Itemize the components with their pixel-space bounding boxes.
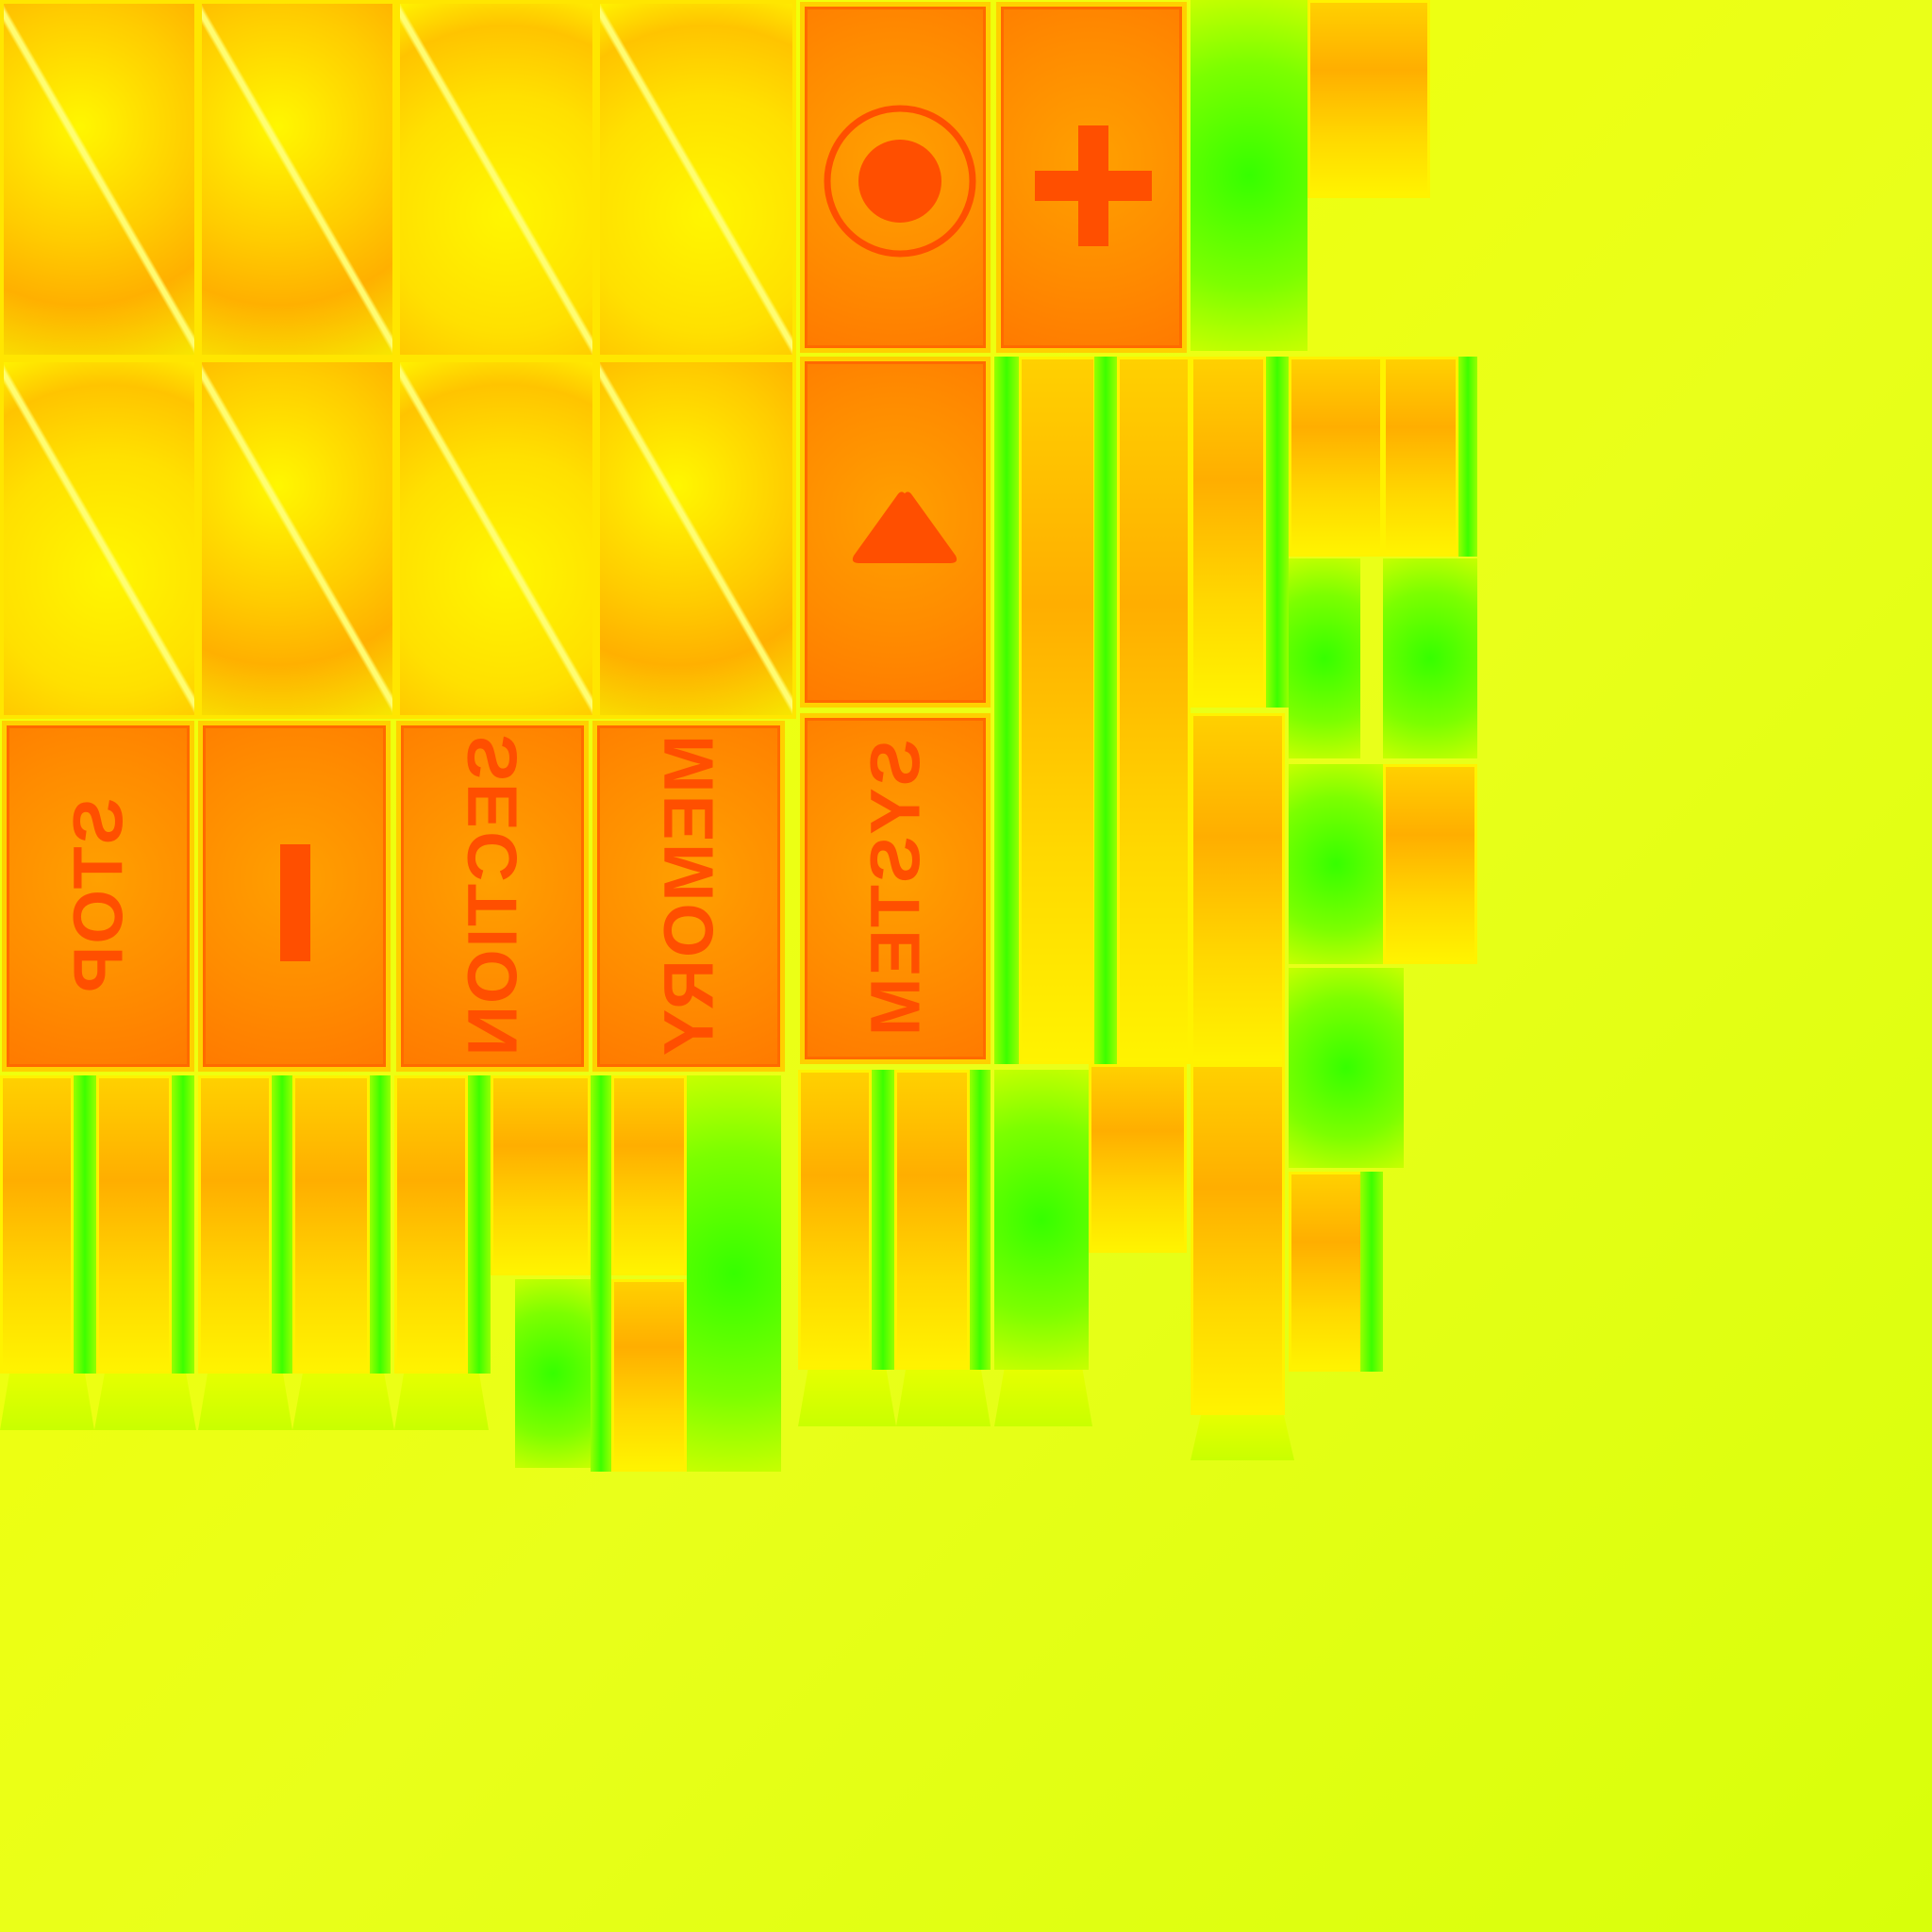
minus-icon xyxy=(280,844,310,961)
green-panel xyxy=(1191,0,1307,351)
texture-strip xyxy=(292,1075,370,1374)
plus-icon xyxy=(1035,125,1152,246)
texture-strip xyxy=(798,1070,872,1370)
system-button[interactable]: SYSTEM xyxy=(800,713,991,1064)
texture-tile xyxy=(198,358,396,719)
texture-fringe xyxy=(896,1370,991,1426)
texture-tile xyxy=(396,0,596,358)
section-label: SECTION xyxy=(453,734,532,1058)
green-strip xyxy=(1360,1172,1383,1372)
texture-strip xyxy=(1191,713,1285,1064)
green-strip xyxy=(1094,357,1117,1064)
texture-fringe xyxy=(394,1374,489,1430)
green-strip xyxy=(74,1075,96,1374)
texture-fringe xyxy=(994,1370,1092,1426)
texture-strip xyxy=(1117,357,1191,1064)
green-strip xyxy=(970,1070,991,1370)
texture-fringe xyxy=(798,1370,896,1426)
green-panel xyxy=(1289,968,1404,1168)
texture-strip xyxy=(96,1075,172,1374)
green-strip xyxy=(1458,357,1477,557)
green-strip xyxy=(272,1075,292,1374)
texture-strip xyxy=(1383,357,1458,557)
green-strip xyxy=(591,1075,611,1472)
texture-tile xyxy=(0,358,198,719)
memory-label: MEMORY xyxy=(649,734,728,1058)
texture-fringe xyxy=(292,1374,394,1430)
texture-strip xyxy=(1289,1172,1364,1372)
green-strip xyxy=(872,1070,894,1370)
green-strip xyxy=(1266,357,1289,708)
green-panel xyxy=(687,1075,781,1472)
texture-fringe xyxy=(1191,1415,1294,1460)
stop-label: STOP xyxy=(58,797,138,995)
green-strip xyxy=(172,1075,194,1374)
triangle-icon xyxy=(852,491,958,563)
texture-fringe xyxy=(0,1374,94,1430)
section-button[interactable]: SECTION xyxy=(396,721,589,1072)
texture-tile xyxy=(596,358,796,719)
minus-button[interactable] xyxy=(198,721,391,1072)
texture-strip xyxy=(894,1070,970,1370)
texture-strip xyxy=(1191,1064,1285,1415)
texture-fringe xyxy=(198,1374,292,1430)
green-strip xyxy=(370,1075,391,1374)
texture-strip xyxy=(1089,1064,1187,1253)
green-panel xyxy=(1289,764,1383,964)
texture-strip xyxy=(1289,357,1383,557)
texture-strip xyxy=(611,1279,687,1472)
texture-fringe xyxy=(94,1374,196,1430)
green-panel xyxy=(515,1279,591,1468)
texture-tile xyxy=(396,358,596,719)
play-button[interactable] xyxy=(800,357,991,708)
green-panel xyxy=(1289,558,1360,758)
texture-strip xyxy=(491,1075,591,1275)
stop-button[interactable]: STOP xyxy=(2,721,194,1072)
texture-strip xyxy=(1383,764,1477,964)
texture-strip xyxy=(1191,357,1266,708)
texture-strip xyxy=(1019,357,1096,1064)
green-strip xyxy=(468,1075,491,1374)
system-label: SYSTEM xyxy=(856,739,935,1039)
green-panel xyxy=(1383,558,1477,758)
texture-strip xyxy=(611,1075,687,1275)
memory-button[interactable]: MEMORY xyxy=(592,721,785,1072)
record-button[interactable] xyxy=(800,2,991,353)
texture-strip xyxy=(394,1075,468,1374)
record-icon xyxy=(824,105,976,258)
texture-tile xyxy=(596,0,796,358)
green-panel xyxy=(994,1070,1089,1370)
texture-strip xyxy=(0,1075,74,1374)
texture-strip xyxy=(198,1075,272,1374)
plus-button[interactable] xyxy=(996,2,1187,353)
texture-strip xyxy=(1307,0,1430,198)
texture-tile xyxy=(198,0,396,358)
texture-tile xyxy=(0,0,198,358)
green-strip xyxy=(994,357,1019,1064)
